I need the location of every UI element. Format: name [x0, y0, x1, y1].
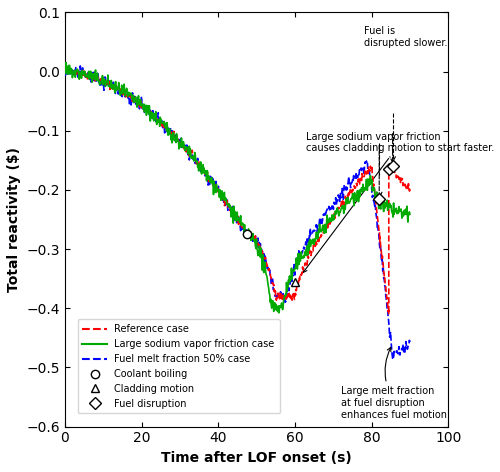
Line: Large sodium vapor friction case: Large sodium vapor friction case: [65, 62, 410, 313]
Reference case: [261, 256, 267, 261]
Reference case: [146, 112, 152, 118]
Line: Fuel melt fraction 50% case: Fuel melt fraction 50% case: [65, 66, 410, 358]
Line: Reference case: Reference case: [65, 69, 410, 314]
Large sodium vapor friction case: [374, 189, 380, 195]
Reference case: [128, 95, 134, 101]
Reference case: [64, 66, 70, 72]
Text: Large sodium vapor friction
causes cladding motion to start faster.: Large sodium vapor friction causes cladd…: [303, 132, 494, 272]
Large sodium vapor friction case: [147, 115, 153, 121]
Fuel melt fraction 50% case: [407, 339, 413, 345]
Large sodium vapor friction case: [160, 120, 166, 126]
Fuel melt fraction 50% case: [62, 69, 68, 75]
Large sodium vapor friction case: [332, 213, 338, 219]
X-axis label: Time after LOF onset (s): Time after LOF onset (s): [161, 451, 352, 465]
Y-axis label: Total reactivity ($): Total reactivity ($): [7, 147, 21, 292]
Fuel melt fraction 50% case: [390, 355, 396, 361]
Large sodium vapor friction case: [172, 137, 177, 143]
Fuel melt fraction 50% case: [147, 112, 153, 118]
Reference case: [407, 186, 413, 192]
Large sodium vapor friction case: [276, 310, 282, 316]
Reference case: [63, 67, 69, 73]
Reference case: [198, 168, 203, 173]
Text: Large melt fraction
at fuel disruption
enhances fuel motion.: Large melt fraction at fuel disruption e…: [341, 347, 450, 420]
Fuel melt fraction 50% case: [78, 63, 84, 69]
Legend: Reference case, Large sodium vapor friction case, Fuel melt fraction 50% case, C: Reference case, Large sodium vapor frict…: [78, 320, 280, 413]
Large sodium vapor friction case: [62, 71, 68, 76]
Fuel melt fraction 50% case: [160, 125, 166, 131]
Large sodium vapor friction case: [63, 59, 69, 65]
Large sodium vapor friction case: [290, 270, 296, 275]
Large sodium vapor friction case: [407, 211, 413, 217]
Text: Fuel is
disrupted slower.: Fuel is disrupted slower.: [364, 26, 448, 48]
Reference case: [386, 312, 392, 317]
Fuel melt fraction 50% case: [289, 278, 295, 284]
Fuel melt fraction 50% case: [374, 213, 380, 219]
Fuel melt fraction 50% case: [172, 137, 177, 143]
Reference case: [128, 94, 134, 100]
Fuel melt fraction 50% case: [331, 200, 337, 205]
Reference case: [62, 68, 68, 74]
